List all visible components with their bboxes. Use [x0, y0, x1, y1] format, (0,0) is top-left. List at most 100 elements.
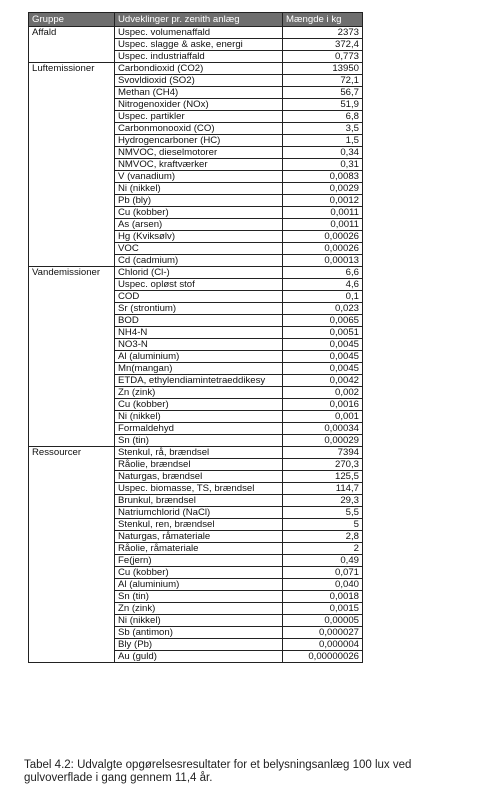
substance-cell: Fe(jern): [114, 554, 283, 567]
group-cell: Ressourcer: [28, 446, 115, 663]
substance-cell: Al (aluminium): [114, 578, 283, 591]
substance-cell: Stenkul, rå, brændsel: [114, 446, 283, 459]
amount-cell: 0,00026: [282, 230, 363, 243]
amount-cell: 0,00005: [282, 614, 363, 627]
amount-cell: 0,0065: [282, 314, 363, 327]
table-row: Uspec. partikler 6,8: [29, 110, 363, 123]
substance-cell: Hydrogencarboner (HC): [114, 134, 283, 147]
table-row: Bly (Pb) 0,000004: [29, 638, 363, 651]
results-table: Gruppe Udveklinger pr. zenith anlæg Mæng…: [28, 12, 363, 663]
substance-cell: Stenkul, ren, brændsel: [114, 518, 283, 531]
amount-cell: 29,3: [282, 494, 363, 507]
substance-cell: BOD: [114, 314, 283, 327]
amount-cell: 0,0018: [282, 590, 363, 603]
group-cell: Vandemissioner: [28, 266, 115, 447]
substance-cell: ETDA, ethylendiamintetraeddikesy: [114, 374, 283, 387]
amount-cell: 5,5: [282, 506, 363, 519]
table-header-row: Gruppe Udveklinger pr. zenith anlæg Mæng…: [28, 12, 363, 27]
table-row: Zn (zink) 0,002: [29, 386, 363, 399]
amount-cell: 2,8: [282, 530, 363, 543]
substance-cell: Sr (strontium): [114, 302, 283, 315]
table-row: Hg (Kviksølv) 0,00026: [29, 230, 363, 243]
substance-cell: Cu (kobber): [114, 398, 283, 411]
substance-cell: Pb (bly): [114, 194, 283, 207]
amount-cell: 0,071: [282, 566, 363, 579]
amount-cell: 0,023: [282, 302, 363, 315]
substance-cell: Carbondioxid (CO2): [114, 62, 283, 75]
amount-cell: 0,0042: [282, 374, 363, 387]
substance-cell: Al (aluminium): [114, 350, 283, 363]
table-row: Sn (tin) 0,00029: [29, 434, 363, 447]
substance-cell: Au (guld): [114, 650, 283, 663]
substance-cell: Ni (nikkel): [114, 182, 283, 195]
amount-cell: 372,4: [282, 38, 363, 51]
table-body: Affald Uspec. volumenaffald 2373 Uspec. sla…: [28, 26, 363, 663]
amount-cell: 0,1: [282, 290, 363, 303]
table-row: As (arsen) 0,0011: [29, 218, 363, 231]
amount-cell: 0,0015: [282, 602, 363, 615]
table-row: Affald Uspec. volumenaffald 2373: [28, 26, 363, 63]
amount-cell: 0,0045: [282, 350, 363, 363]
amount-cell: 6,8: [282, 110, 363, 123]
amount-cell: 13950: [282, 62, 363, 75]
amount-cell: 114,7: [282, 482, 363, 495]
table-row: NMVOC, dieselmotorer 0,34: [29, 146, 363, 159]
substance-cell: Sb (antimon): [114, 626, 283, 639]
table-row: Luftemissioner Carbondioxid (CO2) 13950: [28, 62, 363, 267]
amount-cell: 0,0029: [282, 182, 363, 195]
table-row: Uspec. opløst stof 4,6: [29, 278, 363, 291]
amount-cell: 0,0011: [282, 218, 363, 231]
table-row: Naturgas, råmateriale 2,8: [29, 530, 363, 543]
table-row: V (vanadium) 0,0083: [29, 170, 363, 183]
substance-cell: Naturgas, brændsel: [114, 470, 283, 483]
table-row: Methan (CH4) 56,7: [29, 86, 363, 99]
table-row: Uspec. biomasse, TS, brændsel 114,7: [29, 482, 363, 495]
substance-cell: Methan (CH4): [114, 86, 283, 99]
substance-cell: NMVOC, kraftværker: [114, 158, 283, 171]
amount-cell: 0,00034: [282, 422, 363, 435]
substance-cell: Sn (tin): [114, 590, 283, 603]
header-gruppe: Gruppe: [28, 12, 115, 27]
table-row: Uspec. industriaffald 0,773: [29, 50, 363, 63]
substance-cell: Cd (cadmium): [114, 254, 283, 267]
substance-cell: NO3-N: [114, 338, 283, 351]
substance-cell: Formaldehyd: [114, 422, 283, 435]
amount-cell: 0,002: [282, 386, 363, 399]
substance-cell: Natriumchlorid (NaCl): [114, 506, 283, 519]
amount-cell: 0,0012: [282, 194, 363, 207]
table-row: Formaldehyd 0,00034: [29, 422, 363, 435]
amount-cell: 0,0045: [282, 338, 363, 351]
table-row: Cd (cadmium) 0,00013: [29, 254, 363, 267]
substance-cell: Råolie, brændsel: [114, 458, 283, 471]
table-caption: Tabel 4.2: Udvalgte opgørelsesresultater…: [24, 759, 412, 784]
substance-cell: Nitrogenoxider (NOx): [114, 98, 283, 111]
amount-cell: 0,773: [282, 50, 363, 63]
amount-cell: 0,00000026: [282, 650, 363, 663]
amount-cell: 5: [282, 518, 363, 531]
amount-cell: 0,00029: [282, 434, 363, 447]
substance-cell: As (arsen): [114, 218, 283, 231]
substance-cell: Cu (kobber): [114, 206, 283, 219]
amount-cell: 0,00026: [282, 242, 363, 255]
substance-cell: Uspec. industriaffald: [114, 50, 283, 63]
amount-cell: 3,5: [282, 122, 363, 135]
substance-cell: Cu (kobber): [114, 566, 283, 579]
substance-cell: Naturgas, råmateriale: [114, 530, 283, 543]
amount-cell: 0,0051: [282, 326, 363, 339]
substance-cell: V (vanadium): [114, 170, 283, 183]
substance-cell: Chlorid (Cl-): [114, 266, 283, 279]
table-row: Stenkul, ren, brændsel 5: [29, 518, 363, 531]
group-cell: Affald: [28, 26, 115, 63]
substance-cell: NH4-N: [114, 326, 283, 339]
amount-cell: 270,3: [282, 458, 363, 471]
substance-cell: COD: [114, 290, 283, 303]
substance-cell: Ni (nikkel): [114, 410, 283, 423]
amount-cell: 2: [282, 542, 363, 555]
amount-cell: 0,0016: [282, 398, 363, 411]
amount-cell: 2373: [282, 26, 363, 39]
substance-cell: Brunkul, brændsel: [114, 494, 283, 507]
substance-cell: Mn(mangan): [114, 362, 283, 375]
substance-cell: Råolie, råmateriale: [114, 542, 283, 555]
substance-cell: Bly (Pb): [114, 638, 283, 651]
table-row: Fe(jern) 0,49: [29, 554, 363, 567]
